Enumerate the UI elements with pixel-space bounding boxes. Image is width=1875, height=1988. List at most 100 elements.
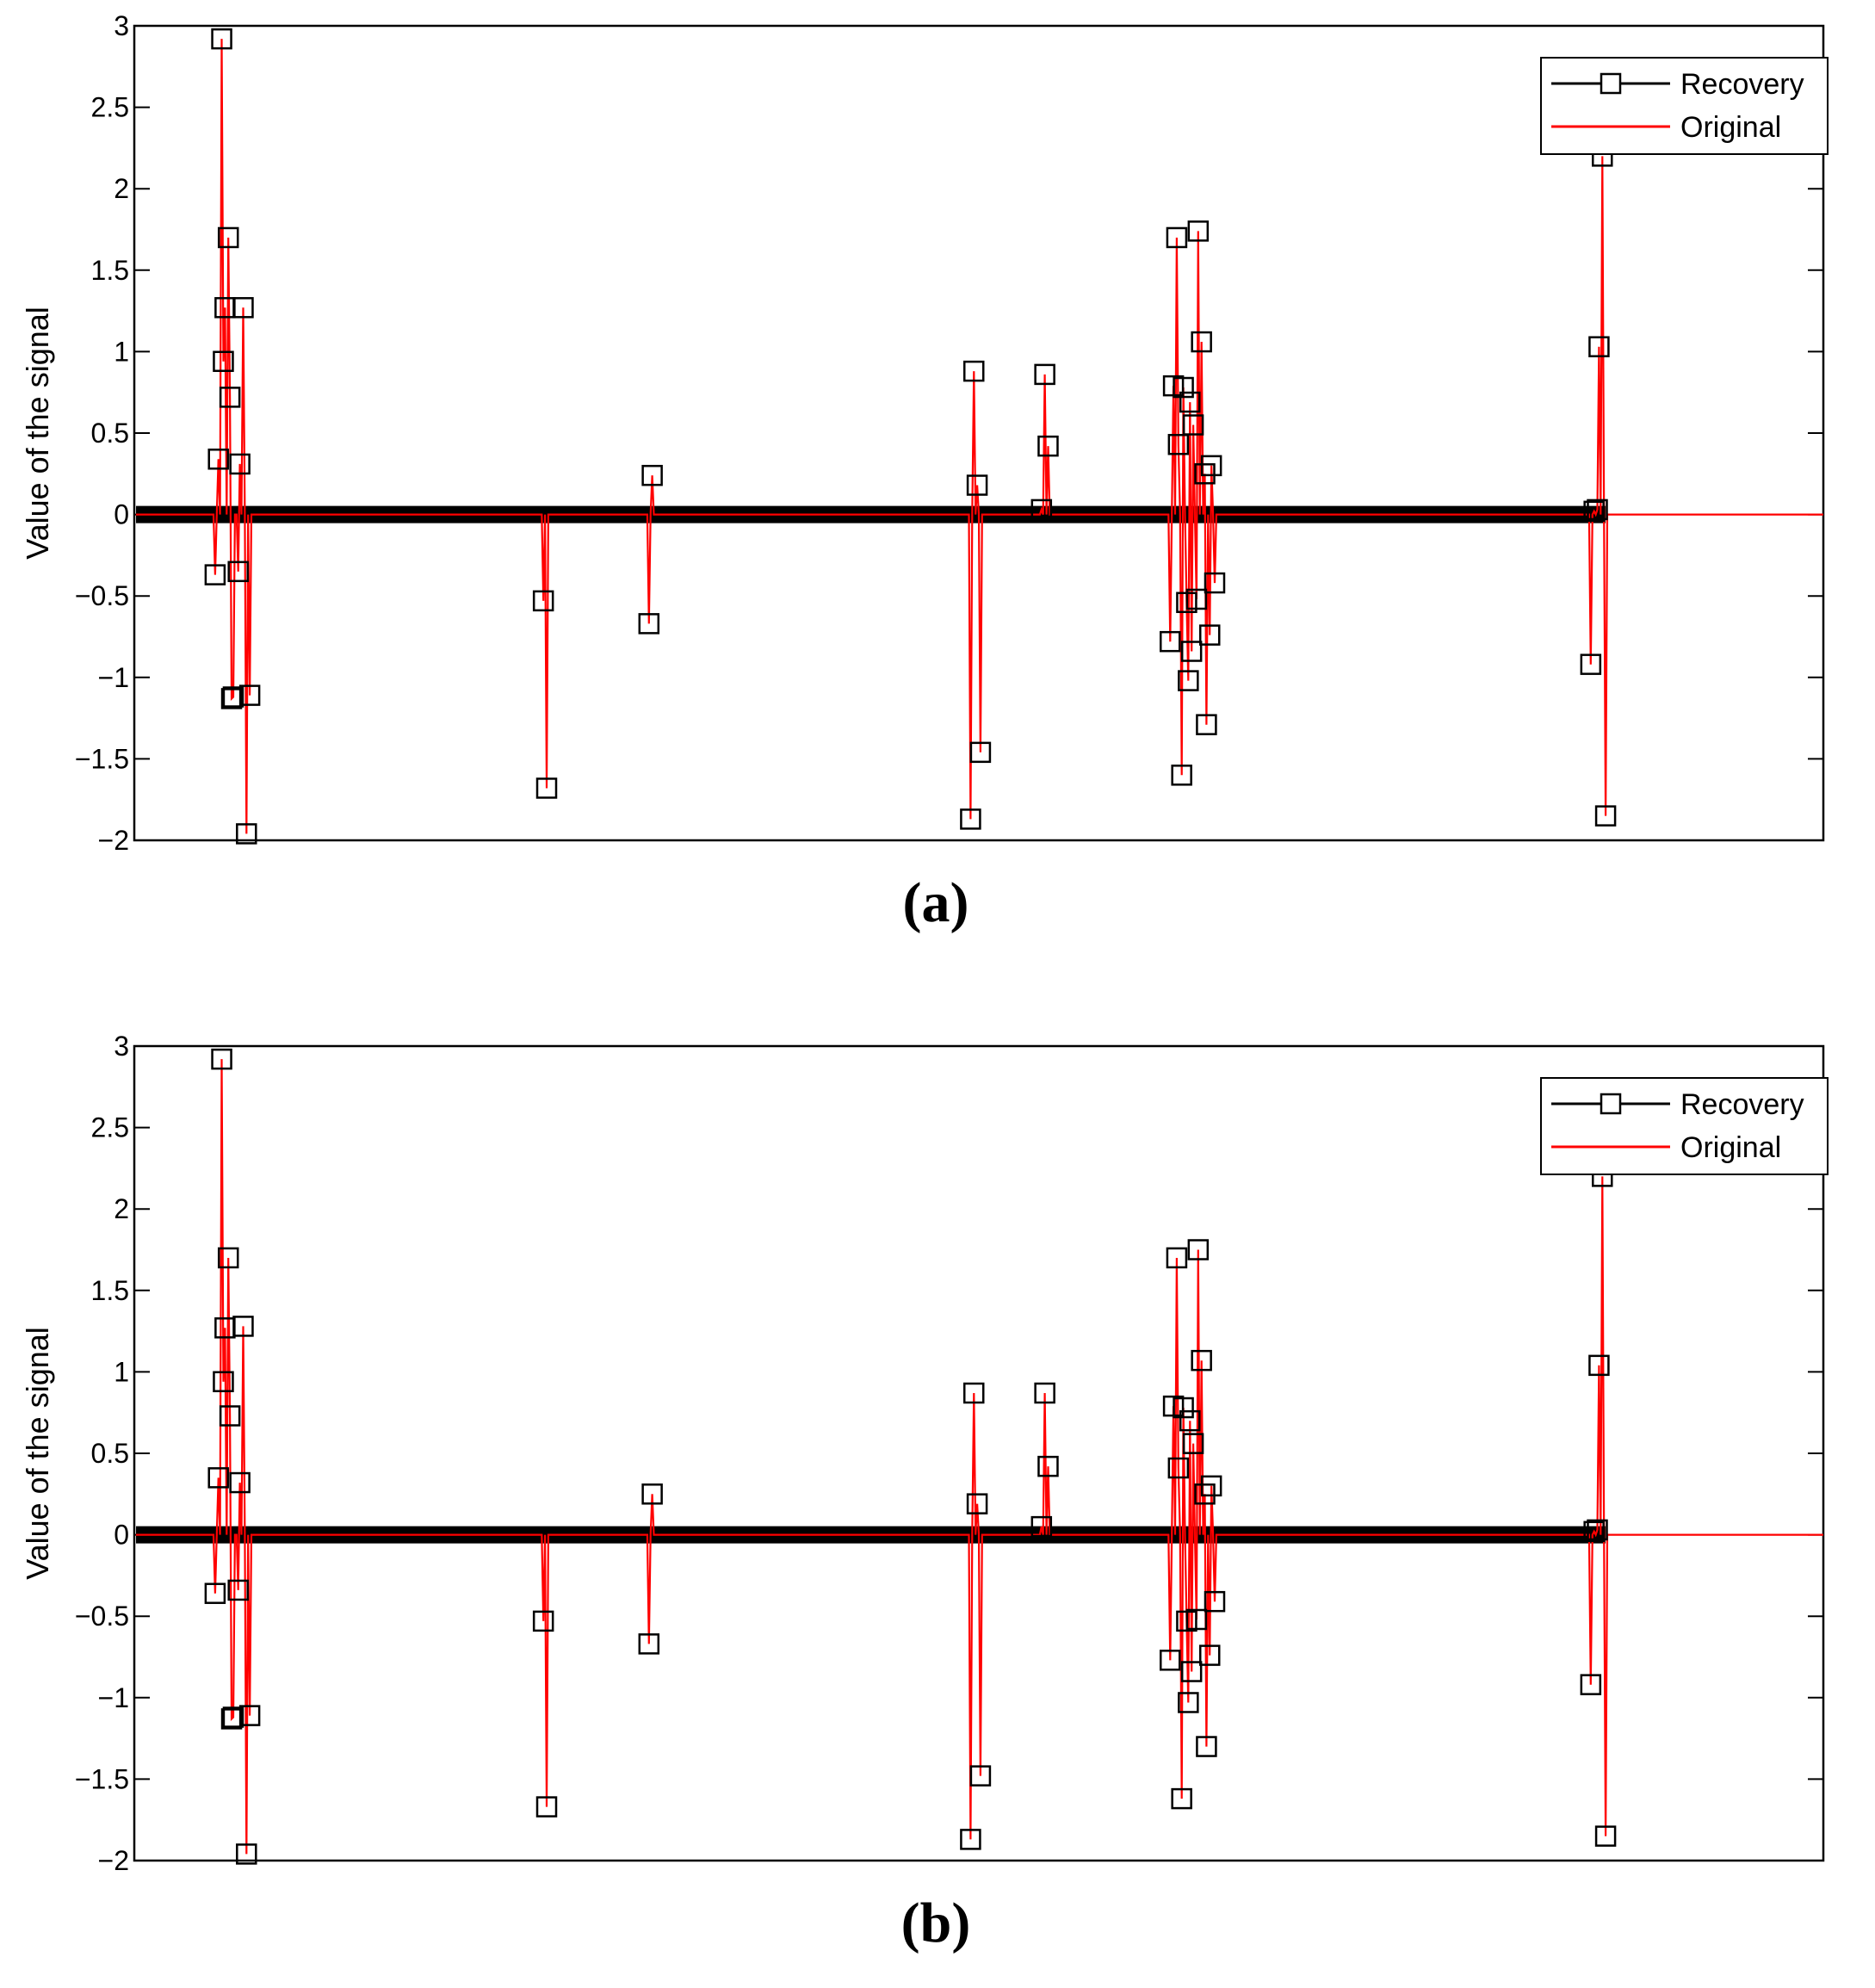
recovery-marker xyxy=(232,1316,254,1337)
recovery-marker xyxy=(236,1843,257,1865)
recovery-marker xyxy=(211,28,232,50)
recovery-marker xyxy=(1171,1787,1192,1810)
recovery-marker xyxy=(1178,1692,1199,1713)
recovery-marker xyxy=(1034,1382,1055,1404)
recovery-marker xyxy=(1173,376,1194,399)
recovery-marker xyxy=(1194,463,1216,485)
recovery-marker xyxy=(1204,572,1226,594)
chart-panel-b: −2 −1.5 −1 −0.5 0 0.5 1 1.5 2 2.5 3 Value of the si… xyxy=(20,1031,1829,1954)
recovery-marker xyxy=(641,1483,663,1505)
recovery-marker xyxy=(1191,331,1212,353)
recovery-marker xyxy=(1182,1433,1204,1454)
recovery-marker xyxy=(1587,499,1608,521)
recovery-marker xyxy=(963,1382,985,1404)
recovery-marker xyxy=(535,1796,558,1818)
y-tick-label: 0 xyxy=(114,499,129,530)
recovery-marker xyxy=(1580,653,1602,675)
y-tick-label: 0.5 xyxy=(91,1438,129,1469)
recovery-marker xyxy=(641,464,663,486)
recovery-marker xyxy=(1583,1520,1605,1543)
recovery-marker xyxy=(217,226,239,249)
y-tick-label: −1.5 xyxy=(75,743,129,774)
y-tick-label: −2 xyxy=(98,825,129,856)
recovery-marker xyxy=(1594,805,1617,827)
recovery-marker xyxy=(1191,1349,1212,1372)
recovery-marker xyxy=(1178,670,1199,691)
recovery-marker xyxy=(1185,588,1208,610)
recovery-marker xyxy=(1580,1674,1602,1695)
recovery-marker xyxy=(1182,414,1204,436)
recovery-marker xyxy=(1180,641,1203,662)
recovery-marker xyxy=(1037,1455,1059,1477)
y-tick-label: 2.5 xyxy=(91,92,129,123)
recovery-marker xyxy=(1583,500,1605,523)
original-series-line xyxy=(135,39,1823,834)
recovery-marker xyxy=(1171,765,1192,786)
recovery-marker xyxy=(232,297,254,319)
recovery-marker xyxy=(1200,1475,1222,1497)
y-tick-label: 0.5 xyxy=(91,418,129,449)
original-series-line xyxy=(135,1059,1823,1855)
recovery-marker xyxy=(207,1467,229,1489)
recovery-marker xyxy=(213,1371,234,1393)
recovery-marker xyxy=(969,741,992,764)
recovery-marker xyxy=(1198,1644,1221,1666)
recovery-marker xyxy=(1030,499,1053,521)
recovery-marker xyxy=(1204,1590,1226,1613)
recovery-marker xyxy=(1196,1736,1217,1757)
recovery-marker xyxy=(1588,336,1610,357)
recovery-marker xyxy=(960,808,981,830)
recovery-marker xyxy=(638,613,660,635)
recovery-marker xyxy=(969,1765,992,1787)
recovery-marker xyxy=(1587,1519,1608,1541)
recovery-marker xyxy=(532,590,554,612)
recovery-marker xyxy=(1187,220,1210,242)
recovery-marker xyxy=(1167,1457,1190,1479)
recovery-marker xyxy=(219,1405,241,1427)
recovery-marker xyxy=(1034,363,1055,386)
recovery-marker xyxy=(1030,1515,1053,1538)
recovery-marker xyxy=(207,449,229,470)
y-axis-label: Value of the signal xyxy=(20,307,55,560)
y-tick-label: −1.5 xyxy=(75,1763,129,1794)
recovery-marker xyxy=(1194,1483,1216,1505)
y-tick-label: 1.5 xyxy=(91,255,129,286)
y-tick-label: 2.5 xyxy=(91,1112,129,1143)
recovery-marker xyxy=(229,453,251,475)
recovery-marker xyxy=(222,1706,244,1728)
recovery-marker xyxy=(1187,1239,1210,1260)
recovery-marker xyxy=(1160,630,1181,653)
recovery-marker xyxy=(1198,624,1221,646)
y-tick-label: 3 xyxy=(114,10,129,41)
legend-marker-recovery xyxy=(1600,72,1622,95)
recovery-marker xyxy=(1167,433,1190,455)
legend: Recovery Original xyxy=(1540,57,1829,155)
recovery-marker xyxy=(1179,1409,1201,1432)
legend: Recovery Original xyxy=(1540,1077,1829,1175)
recovery-marker xyxy=(236,823,257,845)
y-tick-label: 3 xyxy=(114,1031,129,1062)
y-tick-label: 1.5 xyxy=(91,1275,129,1306)
recovery-marker xyxy=(1166,1247,1188,1269)
recovery-marker xyxy=(1166,226,1188,249)
recovery-marker xyxy=(1594,1825,1617,1847)
legend-label-recovery: Recovery xyxy=(1680,1088,1804,1121)
recovery-marker xyxy=(1037,435,1059,457)
y-tick-label: 0 xyxy=(114,1520,129,1551)
recovery-marker xyxy=(217,1247,239,1269)
legend-label-original: Original xyxy=(1680,1131,1781,1164)
recovery-marker xyxy=(238,684,261,706)
recovery-marker xyxy=(204,1582,226,1604)
recovery-marker xyxy=(227,560,249,583)
y-tick-label: 1 xyxy=(114,1356,129,1387)
legend-box xyxy=(1540,57,1829,155)
recovery-marker xyxy=(1200,455,1222,477)
recovery-marker xyxy=(966,474,988,496)
legend-marker-recovery xyxy=(1600,1093,1622,1115)
recovery-marker xyxy=(227,1579,249,1601)
y-tick-label: 2 xyxy=(114,1193,129,1224)
recovery-marker xyxy=(960,1829,981,1850)
recovery-marker xyxy=(1180,1661,1203,1682)
recovery-marker xyxy=(238,1705,261,1726)
recovery-marker xyxy=(213,350,234,373)
